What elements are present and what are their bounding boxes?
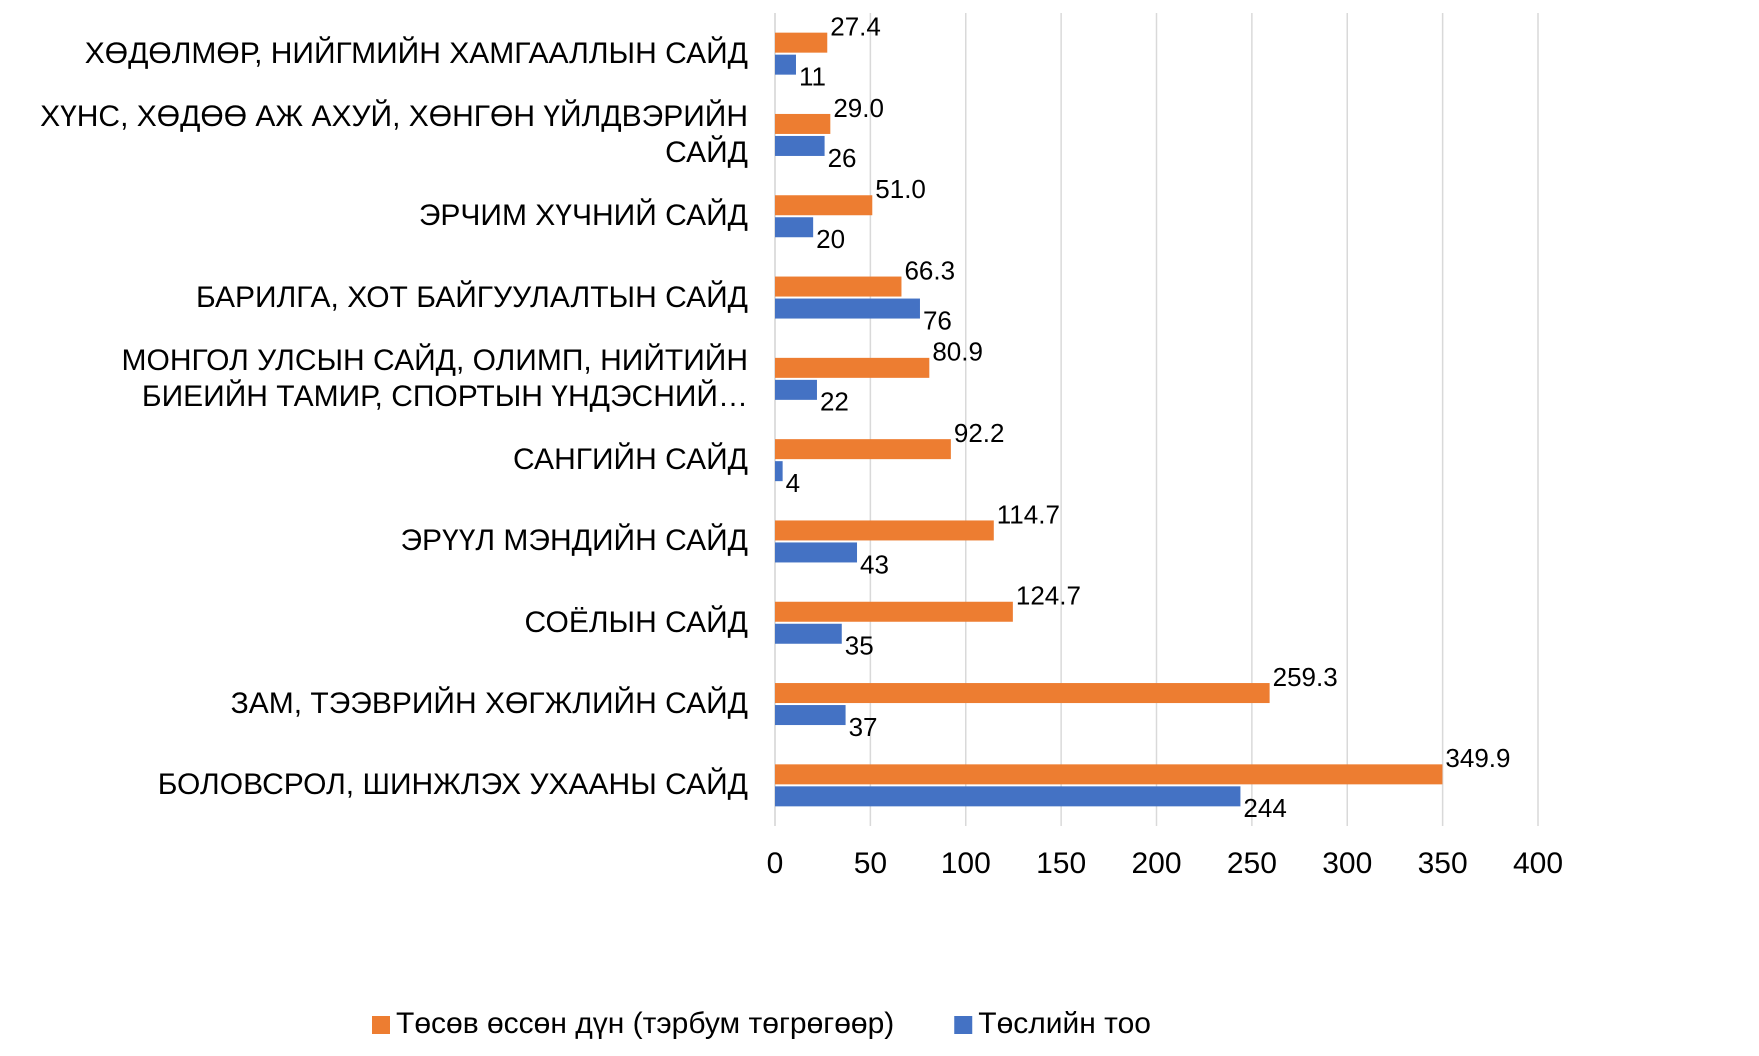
y-tick-label: ЭРҮҮЛ МЭНДИЙН САЙД <box>400 524 748 558</box>
bar <box>775 623 842 644</box>
legend-label: Төслийн тоо <box>978 1007 1151 1040</box>
data-label: 76 <box>923 305 952 335</box>
data-label: 37 <box>849 712 878 742</box>
bar <box>775 113 831 134</box>
bar <box>775 32 828 53</box>
data-label: 124.7 <box>1016 581 1081 611</box>
bar <box>775 135 825 156</box>
x-tick-label: 250 <box>1227 847 1277 880</box>
x-tick-label: 400 <box>1513 847 1563 880</box>
data-label: 26 <box>828 143 857 173</box>
x-tick-label: 200 <box>1131 847 1181 880</box>
y-tick-label: ХӨДӨЛМӨР, НИЙГМИЙН ХАМГААЛЛЫН САЙД <box>84 36 748 70</box>
data-label: 51.0 <box>875 174 926 204</box>
data-label: 22 <box>820 387 849 417</box>
y-tick-label: БАРИЛГА, ХОТ БАЙГУУЛАЛТЫН САЙД <box>195 280 748 314</box>
x-tick-label: 100 <box>941 847 991 880</box>
y-tick-label: ЗАМ, ТЭЭВРИЙН ХӨГЖЛИЙН САЙД <box>230 687 748 721</box>
data-label: 349.9 <box>1445 743 1510 773</box>
legend-label: Төсөв өссөн дүн (тэрбум төгрөгөөр) <box>396 1007 894 1040</box>
bar <box>775 520 994 541</box>
y-tick-label: ХҮНС, ХӨДӨӨ АЖ АХУЙ, ХӨНГӨН ҮЙЛДВЭРИЙН С… <box>40 99 748 169</box>
data-label: 20 <box>816 224 845 254</box>
bar <box>775 379 817 400</box>
bar <box>775 705 846 726</box>
data-label: 259.3 <box>1273 662 1338 692</box>
x-tick-label: 300 <box>1322 847 1372 880</box>
y-tick-label: СОЁЛЫН САЙД <box>524 605 748 639</box>
bar <box>775 217 814 238</box>
bar <box>775 786 1241 807</box>
x-tick-label: 50 <box>854 847 887 880</box>
data-label: 29.0 <box>833 93 884 123</box>
legend-swatch <box>954 1016 973 1034</box>
bar <box>775 542 858 563</box>
bar <box>775 683 1270 704</box>
data-label: 35 <box>845 631 874 661</box>
data-label: 80.9 <box>932 337 983 367</box>
bar <box>775 439 951 460</box>
data-label: 66.3 <box>904 255 955 285</box>
bar <box>775 195 873 216</box>
y-tick-label: БОЛОВСРОЛ, ШИНЖЛЭХ УХААНЫ САЙД <box>157 768 748 802</box>
y-tick-label: ЭРЧИМ ХҮЧНИЙ САЙД <box>418 199 748 233</box>
y-tick-label: САНГИЙН САЙД <box>513 443 748 477</box>
y-tick-label: МОНГОЛ УЛСЫН САЙД, ОЛИМП, НИЙТИЙН БИЕИЙН… <box>121 343 748 413</box>
data-label: 244 <box>1243 793 1286 823</box>
x-tick-label: 350 <box>1418 847 1468 880</box>
bar <box>775 601 1013 622</box>
x-tick-label: 0 <box>767 847 784 880</box>
bar <box>775 357 930 378</box>
legend-swatch <box>372 1016 390 1034</box>
bar <box>775 276 902 297</box>
bar <box>775 54 796 75</box>
data-label: 43 <box>860 549 889 579</box>
data-label: 114.7 <box>997 499 1060 529</box>
bar <box>775 298 920 319</box>
bar <box>775 461 783 482</box>
data-label: 4 <box>786 468 800 498</box>
data-label: 27.4 <box>830 12 881 42</box>
bar <box>775 764 1443 785</box>
data-label: 11 <box>799 62 826 92</box>
x-tick-label: 150 <box>1036 847 1086 880</box>
data-label: 92.2 <box>954 418 1005 448</box>
